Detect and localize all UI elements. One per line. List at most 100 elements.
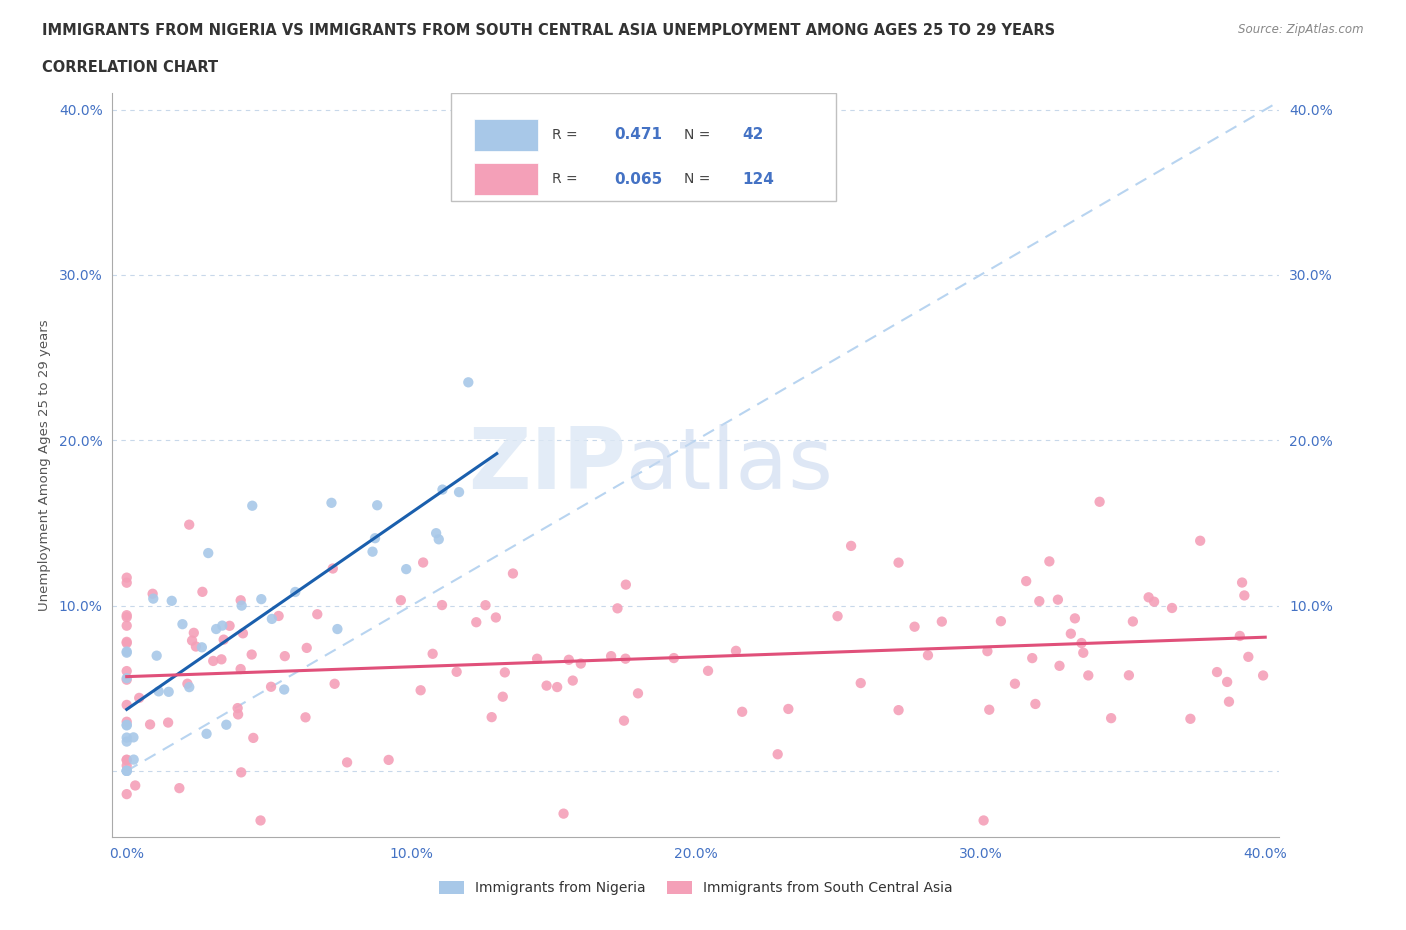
Point (226, 707, 249, 722)
Point (176, 676, 198, 691)
Point (1161, 601, 1184, 616)
Point (115, 717, 138, 732)
Text: ZIP: ZIP (468, 423, 626, 507)
Point (115, 618, 138, 633)
Point (115, 714, 138, 729)
Point (1021, 651, 1043, 666)
Point (627, 686, 650, 701)
Point (839, 538, 862, 553)
Point (1060, 626, 1083, 641)
Point (115, 787, 138, 802)
Point (183, 625, 205, 640)
Point (250, 591, 273, 606)
Point (115, 645, 138, 660)
Point (361, 544, 384, 559)
Point (294, 710, 316, 724)
Text: 0.471: 0.471 (614, 127, 662, 142)
Point (260, 611, 283, 626)
Point (614, 578, 637, 592)
Point (142, 586, 165, 601)
Point (179, 680, 201, 695)
Point (229, 661, 252, 676)
Point (322, 561, 344, 576)
Point (202, 654, 225, 669)
Text: N =: N = (685, 172, 716, 186)
Point (731, 704, 754, 719)
Point (115, 672, 138, 687)
Point (1251, 668, 1274, 683)
Point (115, 610, 138, 625)
Point (447, 485, 470, 499)
Point (973, 813, 995, 828)
Point (307, 606, 329, 621)
Text: 124: 124 (742, 171, 775, 187)
Point (1028, 593, 1050, 608)
Legend: Immigrants from Nigeria, Immigrants from South Central Asia: Immigrants from Nigeria, Immigrants from… (434, 876, 957, 901)
Point (931, 614, 953, 629)
Point (546, 680, 568, 695)
Point (115, 671, 138, 685)
Point (494, 665, 516, 680)
Point (115, 718, 138, 733)
Point (389, 592, 412, 607)
Point (115, 664, 138, 679)
Point (457, 375, 479, 390)
Point (492, 689, 515, 704)
Point (474, 598, 496, 613)
Point (323, 676, 346, 691)
Point (613, 713, 636, 728)
Point (1237, 649, 1260, 664)
Bar (474, 119, 538, 151)
Point (1137, 590, 1160, 604)
Point (1180, 711, 1202, 726)
Point (240, 498, 263, 513)
Point (124, 778, 146, 793)
Point (240, 647, 263, 662)
Point (827, 609, 849, 624)
Point (274, 649, 297, 664)
Point (1038, 554, 1060, 569)
Point (432, 482, 454, 497)
Text: 0.065: 0.065 (614, 171, 662, 187)
Point (697, 663, 720, 678)
Point (215, 717, 238, 732)
Point (115, 734, 138, 749)
Point (485, 610, 508, 625)
Text: R =: R = (553, 172, 582, 186)
Y-axis label: Unemployment Among Ages 25 to 29 years: Unemployment Among Ages 25 to 29 years (38, 319, 51, 611)
Point (212, 632, 235, 647)
Point (1118, 668, 1140, 683)
Point (536, 678, 558, 693)
Point (446, 664, 468, 679)
Text: N =: N = (685, 128, 716, 142)
Point (903, 619, 925, 634)
Point (849, 675, 872, 690)
Point (425, 525, 447, 540)
Point (242, 730, 264, 745)
Point (232, 626, 254, 641)
Point (157, 715, 180, 730)
Point (1230, 575, 1253, 590)
Point (115, 752, 138, 767)
Point (614, 651, 637, 666)
Point (976, 644, 998, 658)
Point (561, 673, 583, 688)
Point (917, 648, 939, 663)
Point (229, 592, 252, 607)
Point (181, 633, 204, 648)
Point (139, 717, 162, 732)
Point (115, 634, 138, 649)
Point (267, 608, 290, 623)
Point (115, 570, 138, 585)
Point (409, 683, 432, 698)
Point (115, 764, 138, 778)
Point (526, 651, 548, 666)
Point (231, 764, 253, 779)
Point (284, 585, 307, 600)
Point (115, 576, 138, 591)
Point (273, 682, 295, 697)
Point (412, 555, 434, 570)
Point (366, 498, 388, 512)
Point (724, 644, 747, 658)
Point (209, 652, 232, 667)
